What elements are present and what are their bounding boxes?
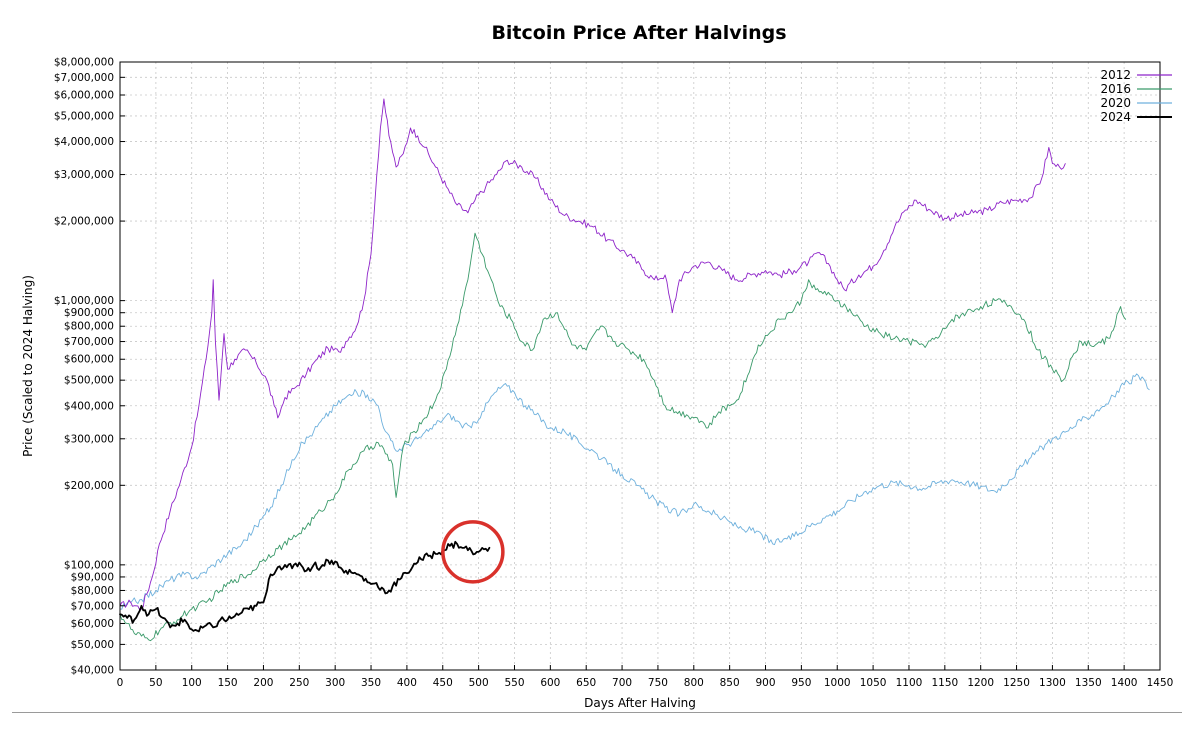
y-tick-label: $50,000 bbox=[71, 639, 114, 651]
y-tick-label: $70,000 bbox=[71, 600, 114, 612]
x-tick-label: 450 bbox=[433, 677, 453, 689]
x-tick-label: 600 bbox=[540, 677, 560, 689]
y-tick-label: $100,000 bbox=[64, 559, 114, 571]
grid-lines bbox=[119, 61, 1161, 671]
x-tick-label: 850 bbox=[720, 677, 740, 689]
y-tick-label: $900,000 bbox=[64, 307, 114, 319]
y-axis-title: Price (Scaled to 2024 Halving) bbox=[21, 275, 35, 457]
y-tick-label: $3,000,000 bbox=[54, 169, 114, 181]
x-tick-label: 950 bbox=[791, 677, 811, 689]
x-axis-title: Days After Halving bbox=[584, 696, 696, 710]
highlight-circle bbox=[441, 520, 505, 584]
y-tick-label: $400,000 bbox=[64, 400, 114, 412]
x-tick-label: 250 bbox=[289, 677, 309, 689]
x-tick-label: 550 bbox=[504, 677, 524, 689]
x-tick-label: 100 bbox=[182, 677, 202, 689]
x-tick-label: 200 bbox=[253, 677, 273, 689]
series-line-2012 bbox=[119, 98, 1066, 611]
x-tick-label: 150 bbox=[218, 677, 238, 689]
y-tick-label: $7,000,000 bbox=[54, 72, 114, 84]
y-tick-label: $6,000,000 bbox=[54, 90, 114, 102]
plot-area-border bbox=[119, 61, 1161, 671]
x-tick-label: 1150 bbox=[931, 677, 958, 689]
chart-title: Bitcoin Price After Halvings bbox=[491, 22, 786, 44]
x-tick-label: 1450 bbox=[1147, 677, 1174, 689]
x-tick-label: 900 bbox=[755, 677, 775, 689]
series-line-2020 bbox=[119, 373, 1150, 610]
x-tick-label: 350 bbox=[361, 677, 381, 689]
y-tick-label: $90,000 bbox=[71, 571, 114, 583]
x-tick-label: 400 bbox=[397, 677, 417, 689]
x-tick-label: 300 bbox=[325, 677, 345, 689]
y-tick-label: $4,000,000 bbox=[54, 136, 114, 148]
x-tick-label: 750 bbox=[648, 677, 668, 689]
x-tick-label: 0 bbox=[117, 677, 124, 689]
legend-label-2012: 2012 bbox=[1100, 68, 1131, 82]
y-tick-label: $300,000 bbox=[64, 433, 114, 445]
series-lines bbox=[119, 98, 1150, 642]
x-tick-label: 1250 bbox=[1003, 677, 1030, 689]
x-tick-label: 50 bbox=[149, 677, 162, 689]
legend-label-2020: 2020 bbox=[1100, 96, 1131, 110]
x-tick-labels: 0 50 100 150 200 250 300 350 400 450 500 550 600 650 7… bbox=[117, 677, 1174, 689]
y-tick-label: $200,000 bbox=[64, 480, 114, 492]
x-tick-label: 1000 bbox=[824, 677, 851, 689]
y-tick-label: $60,000 bbox=[71, 618, 114, 630]
series-line-2024 bbox=[119, 540, 491, 633]
y-tick-label: $1,000,000 bbox=[54, 295, 114, 307]
x-tick-label: 1400 bbox=[1111, 677, 1138, 689]
x-tick-label: 1200 bbox=[967, 677, 994, 689]
y-tick-label: $2,000,000 bbox=[54, 216, 114, 228]
x-tick-label: 650 bbox=[576, 677, 596, 689]
x-tick-label: 1050 bbox=[860, 677, 887, 689]
y-tick-label: $800,000 bbox=[64, 321, 114, 333]
y-tick-labels: $40,000 $50,000 $60,000 $70,000 $80,000 $90,0… bbox=[54, 57, 114, 677]
y-tick-label: $500,000 bbox=[64, 375, 114, 387]
y-tick-label: $80,000 bbox=[71, 585, 114, 597]
x-tick-label: 500 bbox=[469, 677, 489, 689]
x-tick-label: 700 bbox=[612, 677, 632, 689]
y-tick-label: $8,000,000 bbox=[54, 57, 114, 69]
y-tick-label: $600,000 bbox=[64, 354, 114, 366]
x-tick-label: 1350 bbox=[1075, 677, 1102, 689]
annotations bbox=[441, 520, 505, 584]
series-line-2016 bbox=[119, 232, 1127, 642]
x-tick-label: 800 bbox=[684, 677, 704, 689]
x-tick-label: 1300 bbox=[1039, 677, 1066, 689]
bottom-divider bbox=[12, 712, 1182, 713]
y-tick-label: $700,000 bbox=[64, 336, 114, 348]
x-tick-label: 1100 bbox=[896, 677, 923, 689]
y-tick-label: $5,000,000 bbox=[54, 110, 114, 122]
legend-label-2024: 2024 bbox=[1100, 110, 1131, 124]
y-tick-label: $40,000 bbox=[71, 665, 114, 677]
axis-ticks bbox=[119, 61, 1161, 671]
legend-label-2016: 2016 bbox=[1100, 82, 1131, 96]
